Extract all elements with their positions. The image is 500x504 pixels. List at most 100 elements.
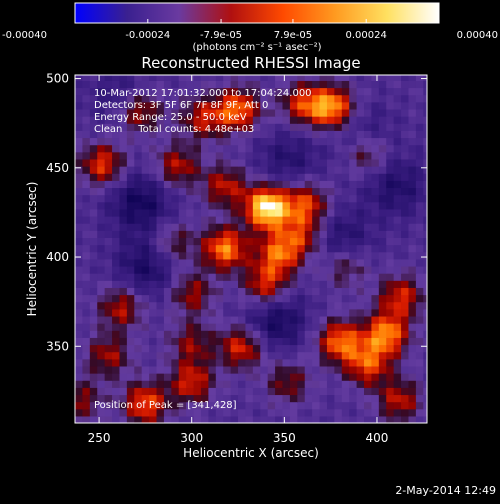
heatmap-cell bbox=[163, 415, 172, 423]
heatmap-cell bbox=[260, 401, 269, 410]
heatmap-cell bbox=[334, 187, 343, 196]
heatmap-cell bbox=[393, 265, 402, 274]
heatmap-cell bbox=[149, 301, 158, 310]
heatmap-cell bbox=[223, 323, 232, 331]
heatmap-cell bbox=[401, 315, 410, 324]
heatmap-cell bbox=[393, 273, 402, 281]
heatmap-cell bbox=[252, 280, 261, 288]
heatmap-cell bbox=[341, 358, 350, 367]
heatmap-cell bbox=[267, 365, 276, 374]
heatmap-cell bbox=[141, 144, 150, 153]
heatmap-cell bbox=[156, 251, 165, 260]
heatmap-cell bbox=[312, 230, 321, 238]
heatmap-cell bbox=[415, 123, 424, 131]
heatmap-cell bbox=[112, 280, 121, 288]
heatmap-cell bbox=[200, 187, 209, 196]
heatmap-cell bbox=[171, 87, 180, 96]
heatmap-cell bbox=[326, 365, 335, 374]
heatmap-cell bbox=[104, 265, 113, 274]
heatmap-cell bbox=[401, 101, 410, 110]
heatmap-cell bbox=[423, 394, 427, 403]
heatmap-cell bbox=[97, 137, 106, 146]
heatmap-cell bbox=[82, 337, 91, 346]
heatmap-cell bbox=[171, 75, 180, 81]
heatmap-cell bbox=[260, 265, 269, 274]
heatmap-cell bbox=[89, 180, 98, 189]
heatmap-cell bbox=[252, 166, 261, 174]
heatmap-cell bbox=[223, 308, 232, 317]
heatmap-cell bbox=[223, 344, 232, 353]
heatmap-cell bbox=[275, 173, 284, 181]
heatmap-cell bbox=[141, 173, 150, 181]
heatmap-cell bbox=[82, 408, 91, 417]
heatmap-cell bbox=[134, 394, 143, 403]
heatmap-cell bbox=[289, 101, 298, 110]
heatmap-cell bbox=[104, 351, 113, 360]
heatmap-cell bbox=[267, 301, 276, 310]
heatmap-cell bbox=[186, 130, 195, 139]
heatmap-cell bbox=[297, 201, 306, 210]
heatmap-cell bbox=[208, 187, 217, 196]
heatmap-cell bbox=[260, 373, 269, 381]
heatmap-cell bbox=[126, 94, 135, 103]
heatmap-cell bbox=[97, 387, 106, 396]
heatmap-cell bbox=[149, 244, 158, 253]
heatmap-cell bbox=[126, 244, 135, 253]
heatmap-cell bbox=[260, 365, 269, 374]
heatmap-cell bbox=[193, 158, 202, 167]
heatmap-cell bbox=[156, 75, 165, 81]
heatmap-cell bbox=[408, 308, 417, 317]
heatmap-cell bbox=[104, 308, 113, 317]
heatmap-cell bbox=[119, 87, 128, 96]
heatmap-cell bbox=[186, 215, 195, 224]
heatmap-cell bbox=[230, 166, 239, 174]
heatmap-cell bbox=[186, 273, 195, 281]
heatmap-cell bbox=[186, 144, 195, 153]
heatmap-cell bbox=[334, 415, 343, 423]
heatmap-cell bbox=[112, 244, 121, 253]
heatmap-cell bbox=[319, 123, 328, 131]
heatmap-cell bbox=[134, 230, 143, 238]
heatmap-cell bbox=[223, 201, 232, 210]
heatmap-cell bbox=[134, 294, 143, 303]
heatmap-cell bbox=[334, 244, 343, 253]
heatmap-cell bbox=[134, 151, 143, 160]
heatmap-cell bbox=[408, 215, 417, 224]
heatmap-cell bbox=[89, 151, 98, 160]
heatmap-cell bbox=[282, 116, 291, 124]
heatmap-cell bbox=[215, 137, 224, 146]
heatmap-cell bbox=[149, 408, 158, 417]
heatmap-cell bbox=[364, 365, 373, 374]
heatmap-cell bbox=[364, 408, 373, 417]
heatmap-cell bbox=[252, 123, 261, 131]
heatmap-cell bbox=[141, 323, 150, 331]
heatmap-cell bbox=[408, 287, 417, 296]
heatmap-cell bbox=[364, 315, 373, 324]
heatmap-cell bbox=[230, 273, 239, 281]
heatmap-cell bbox=[82, 251, 91, 260]
heatmap-cell bbox=[230, 280, 239, 288]
heatmap-cell bbox=[178, 201, 187, 210]
heatmap-cell bbox=[97, 201, 106, 210]
heatmap-cell bbox=[260, 208, 269, 217]
heatmap-cell bbox=[282, 358, 291, 367]
heatmap-cell bbox=[304, 280, 313, 288]
heatmap-cell bbox=[297, 80, 306, 89]
heatmap-cell bbox=[364, 280, 373, 288]
heatmap-cell bbox=[104, 373, 113, 381]
heatmap-cell bbox=[178, 294, 187, 303]
heatmap-cell bbox=[341, 101, 350, 110]
heatmap-cell bbox=[112, 215, 121, 224]
heatmap-cell bbox=[97, 244, 106, 253]
heatmap-cell bbox=[356, 401, 365, 410]
heatmap-cell bbox=[386, 101, 395, 110]
heatmap-cell bbox=[238, 173, 247, 181]
heatmap-cell bbox=[104, 230, 113, 238]
heatmap-cell bbox=[156, 173, 165, 181]
heatmap-cell bbox=[371, 223, 380, 231]
heatmap-cell bbox=[297, 166, 306, 174]
heatmap-cell bbox=[119, 208, 128, 217]
heatmap-cell bbox=[312, 173, 321, 181]
heatmap-cell bbox=[238, 87, 247, 96]
heatmap-cell bbox=[415, 330, 424, 338]
